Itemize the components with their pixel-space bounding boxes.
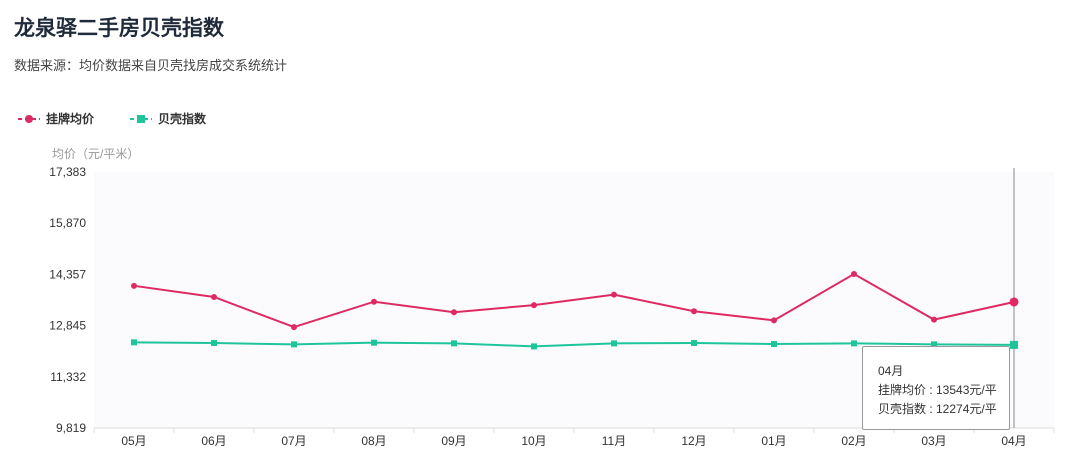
chart-subtitle: 数据来源：均价数据来自贝壳找房成交系统统计: [14, 58, 288, 73]
legend-circle-icon: [18, 114, 40, 123]
data-point-1: [771, 341, 777, 348]
y-axis-label: 均价（元/平米）: [52, 147, 139, 161]
data-point-0: [531, 302, 537, 309]
y-tick-label: 15,870: [49, 216, 86, 230]
x-tick-label: 07月: [281, 434, 306, 448]
tooltip-index: 贝壳指数 : 12274元/平: [878, 402, 997, 416]
legend-square-icon: [130, 114, 153, 123]
data-point-0: [611, 291, 617, 298]
series-line-0: [133, 272, 1015, 329]
data-point-0: [371, 298, 377, 305]
data-point-1: [611, 340, 617, 347]
data-point-0: [771, 317, 777, 324]
chart-title: 龙泉驿二手房贝壳指数: [14, 17, 224, 40]
x-tick-label: 06月: [201, 434, 226, 448]
x-tick-label: 10月: [521, 434, 546, 448]
data-point-1: [451, 340, 457, 347]
tooltip-month: 04月: [878, 364, 904, 378]
legend-label-listing-price: 挂牌均价: [46, 112, 95, 126]
y-tick-label: 12,845: [49, 319, 86, 333]
y-tick-label: 17,383: [49, 165, 86, 179]
x-tick-label: 12月: [681, 434, 706, 448]
data-point-0: [1009, 297, 1019, 307]
legend-item-listing-price[interactable]: 挂牌均价: [18, 110, 94, 127]
data-point-0: [131, 282, 137, 289]
tooltip-listing-price: 挂牌均价 : 13543元/平: [878, 383, 997, 397]
data-point-1: [1010, 340, 1018, 349]
x-tick-label: 09月: [441, 434, 466, 448]
legend: 挂牌均价 贝壳指数: [18, 110, 206, 127]
y-tick-label: 11,332: [50, 370, 86, 384]
x-tick-label: 11月: [602, 434, 626, 448]
legend-label-index: 贝壳指数: [158, 112, 207, 126]
data-point-1: [691, 340, 697, 347]
x-tick-label: 08月: [361, 434, 386, 448]
data-point-1: [531, 343, 537, 350]
data-point-0: [851, 270, 857, 277]
data-point-0: [211, 293, 217, 300]
data-point-1: [131, 339, 137, 346]
data-point-1: [211, 340, 217, 347]
x-tick-label: 03月: [921, 434, 946, 448]
data-point-0: [291, 324, 297, 331]
y-tick-label: 9,819: [56, 421, 86, 435]
data-point-1: [931, 341, 937, 348]
series-line-1: [133, 341, 1015, 348]
x-tick-label: 02月: [841, 434, 866, 448]
data-point-1: [371, 339, 377, 346]
data-point-1: [291, 341, 297, 348]
x-tick-label: 04月: [1001, 434, 1026, 448]
data-point-1: [851, 340, 857, 347]
tooltip: 04月 挂牌均价 : 13543元/平 贝壳指数 : 12274元/平: [862, 346, 1010, 430]
data-point-0: [931, 316, 937, 323]
x-tick-label: 05月: [121, 434, 146, 448]
legend-item-index[interactable]: 贝壳指数: [130, 110, 206, 127]
y-tick-label: 14,357: [49, 267, 86, 281]
data-point-0: [691, 308, 697, 315]
data-point-0: [451, 309, 457, 316]
x-tick-label: 01月: [761, 434, 786, 448]
